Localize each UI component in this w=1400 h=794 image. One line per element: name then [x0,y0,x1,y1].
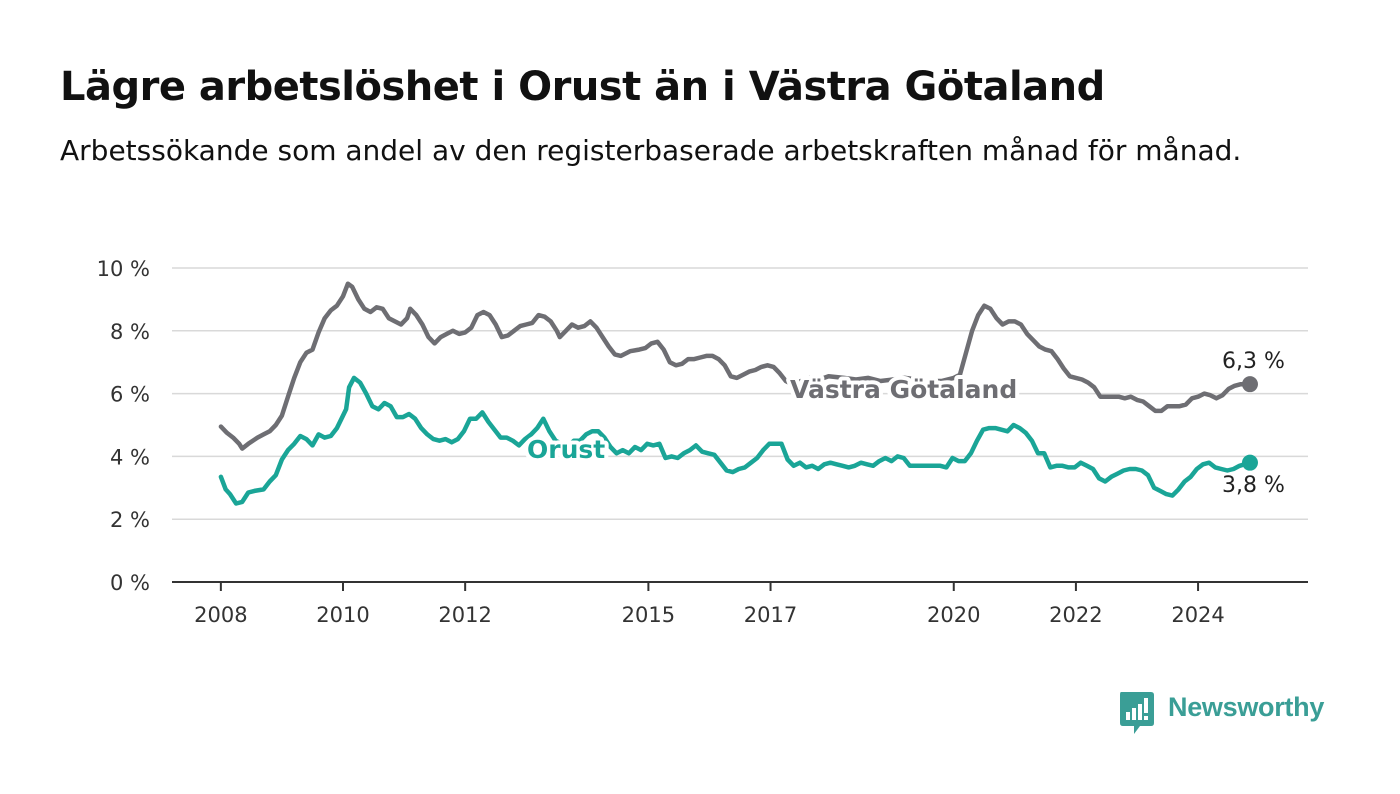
series-labels: Västra Götaland Orust 6,3 % 3,8 % [523,349,1285,498]
x-tick-label: 2010 [316,603,369,627]
x-tick-label: 2020 [927,603,980,627]
x-tick-label: 2012 [438,603,491,627]
end-value-label-vastra-gotaland: 6,3 % [1222,349,1285,374]
x-tick-label: 2017 [744,603,797,627]
series-label-vastra-gotaland: Västra Götaland [790,375,1017,404]
grid-lines [172,267,1308,520]
axes: 0 % 2 % 4 % 6 % 8 % 10 % 2008 2010 2012 2015 2017 2… [97,257,1308,627]
series-end-point-vastra-gotaland [1241,376,1258,393]
chart-title: Lägre arbetslöshet i Orust än i Västra G… [60,64,1105,110]
newsworthy-logo-icon [1120,692,1154,734]
y-tick-label: 8 % [110,320,150,344]
series-lines [218,281,1258,506]
x-tick-label: 2015 [622,603,675,627]
x-tick-label: 2024 [1171,603,1224,627]
newsworthy-logo: Newsworthy [1118,690,1348,736]
series-label-orust: Orust [527,435,605,464]
x-tick-label: 2008 [194,603,247,627]
series-end-point-orust [1241,454,1258,471]
end-value-label-orust: 3,8 % [1222,473,1285,498]
x-tick-label: 2022 [1049,603,1102,627]
y-tick-label: 0 % [110,571,150,595]
newsworthy-logo-text: Newsworthy [1168,692,1325,722]
y-tick-label: 2 % [110,508,150,532]
y-tick-label: 10 % [97,257,150,281]
chart-subtitle: Arbetssökande som andel av den registerb… [60,134,1242,167]
y-tick-label: 4 % [110,445,150,469]
series-line-vastra-gotaland [218,281,1253,451]
y-tick-label: 6 % [110,383,150,407]
series-line-orust [218,375,1253,506]
